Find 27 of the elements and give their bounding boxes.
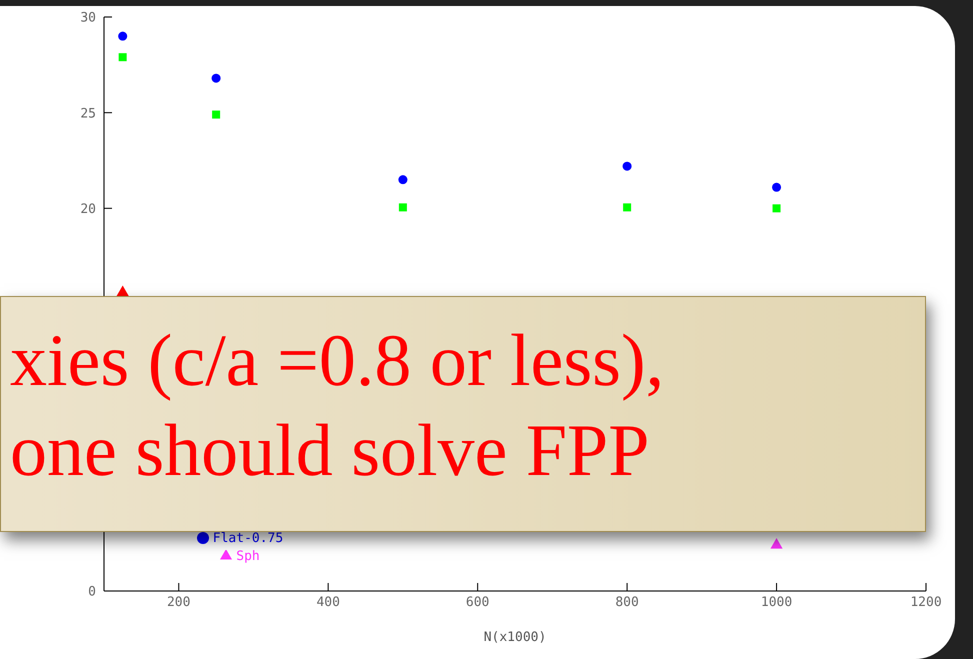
point: [770, 538, 783, 549]
point: [116, 286, 129, 296]
y-tick-label: 30: [80, 10, 96, 26]
x-axis-title: N(x1000): [484, 630, 546, 645]
point: [772, 182, 782, 192]
point: [772, 204, 781, 212]
y-tick-label: 0: [88, 584, 96, 600]
x-tick-label: 200: [166, 595, 190, 610]
legend-label: Sph: [236, 549, 260, 564]
point: [118, 53, 127, 62]
point: [212, 110, 220, 119]
annotation: xies (c/a =0.8 or less),: [10, 319, 664, 404]
x-tick-label: 800: [615, 595, 639, 610]
x-tick-label: 1000: [760, 595, 792, 610]
annotation: one should solve FPP: [10, 409, 650, 494]
x-tick-label: 400: [316, 595, 340, 610]
point: [118, 32, 128, 41]
point: [212, 74, 221, 83]
x-tick-label: 600: [466, 595, 490, 610]
x-tick-label: 1200: [910, 595, 942, 610]
point: [623, 203, 632, 212]
y-tick-label: 25: [80, 106, 96, 122]
point: [398, 203, 407, 212]
point: [622, 162, 632, 171]
legend-label: Flat-0.75: [212, 531, 284, 546]
y-tick-label: 20: [80, 202, 96, 217]
point: [398, 175, 408, 184]
